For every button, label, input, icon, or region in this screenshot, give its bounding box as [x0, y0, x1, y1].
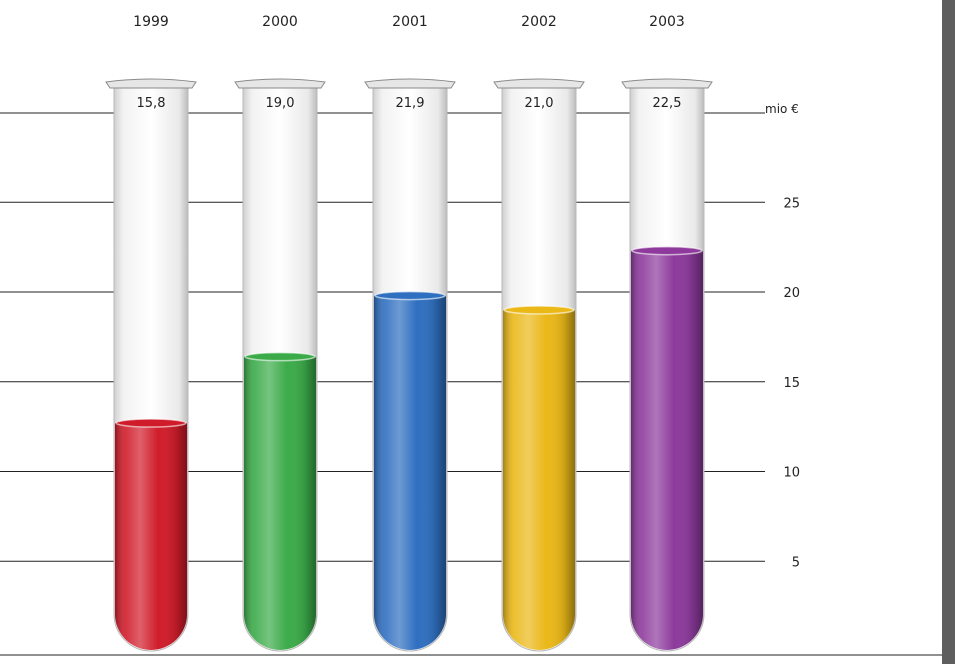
tube-meniscus: [374, 290, 446, 301]
bar-1999: [105, 78, 197, 652]
bar-2002: [493, 78, 585, 652]
tube-liquid-shading: [503, 309, 575, 650]
labels-layer: 5 10 15 20 25 1999 15,8 2000 19,0 2001 21,9 2002 21,…: [133, 14, 800, 570]
tube-meniscus: [244, 351, 316, 362]
unit-label: mio €: [765, 102, 799, 116]
x-category-label: 2001: [392, 14, 428, 30]
x-category-label: 2000: [262, 14, 298, 30]
bar-2001: [364, 78, 456, 652]
right-edge-bar: [942, 0, 955, 664]
x-category-label: 2002: [521, 14, 557, 30]
tube-rim: [621, 78, 713, 89]
y-tick-label: 15: [783, 376, 800, 391]
data-label: 22,5: [653, 96, 682, 111]
data-label: 19,0: [266, 96, 295, 111]
tube-meniscus: [115, 418, 187, 428]
tube-liquid-shading: [115, 423, 187, 650]
y-tick-label: 10: [783, 466, 800, 481]
x-category-label: 2003: [649, 14, 685, 30]
tube-rim: [234, 78, 326, 89]
data-label: 15,8: [137, 96, 166, 111]
x-category-label: 1999: [133, 14, 169, 30]
bar-2003: [621, 78, 713, 652]
tube-liquid-shading: [631, 250, 703, 650]
y-tick-label: 25: [783, 196, 800, 211]
data-label: 21,9: [396, 96, 425, 111]
tube-rim: [364, 78, 456, 89]
tube-rim: [493, 78, 585, 89]
tube-liquid-shading: [244, 356, 316, 650]
tube-liquid-shading: [374, 295, 446, 650]
bar-2000: [234, 78, 326, 652]
tube-meniscus: [631, 245, 703, 256]
y-tick-label: 5: [792, 555, 800, 570]
tube-rim: [105, 78, 197, 89]
tube-meniscus: [503, 305, 575, 315]
y-tick-label: 20: [783, 286, 800, 301]
data-label: 21,0: [525, 96, 554, 111]
tubes-layer: [105, 78, 713, 652]
